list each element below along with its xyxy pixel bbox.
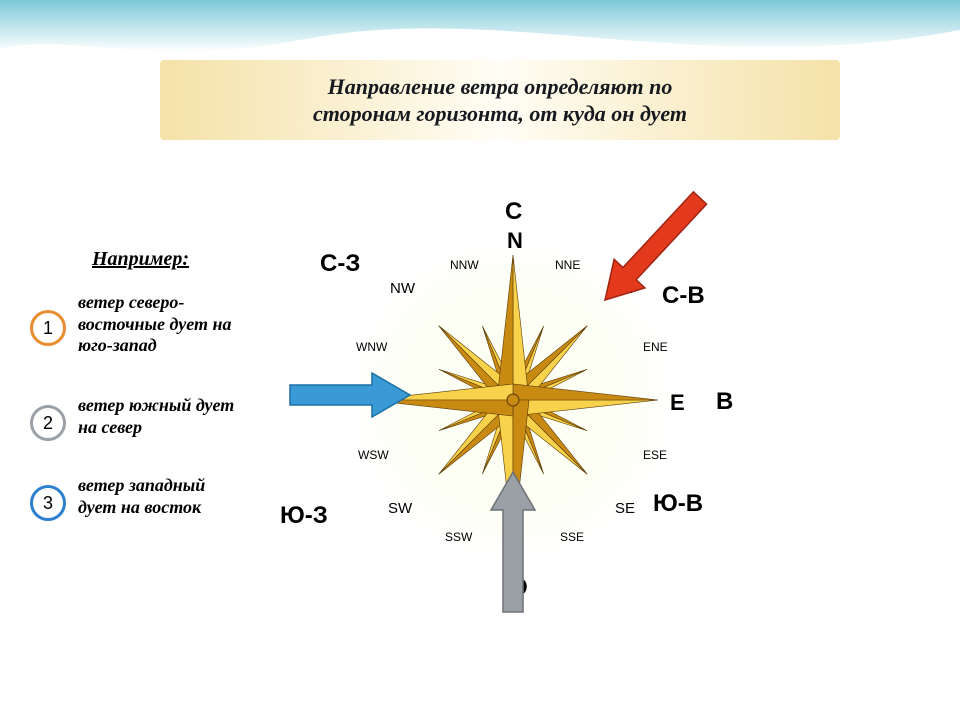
wind-arrows xyxy=(0,0,960,720)
